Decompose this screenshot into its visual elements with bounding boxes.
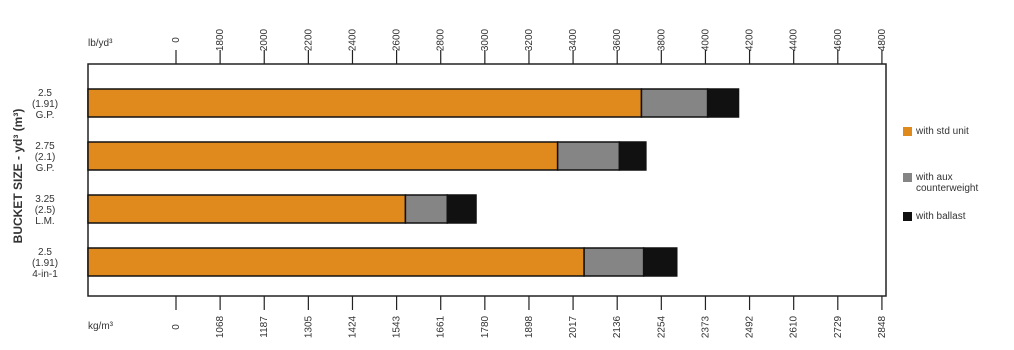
top-axis-unit: lb/yd³ [88, 38, 113, 49]
bottom-tick-label: 2373 [700, 315, 711, 338]
bar-segment-3 [642, 247, 678, 277]
bar-segment-2 [556, 141, 621, 171]
top-tick-label: 4600 [833, 28, 844, 51]
bottom-tick-label: 2017 [568, 315, 579, 338]
y-axis-label: BUCKET SIZE - yd³ (m³) [11, 109, 25, 244]
bar-segment-2 [583, 247, 645, 277]
legend-item: with std unit [903, 126, 969, 137]
top-tick-label: 2400 [347, 28, 358, 51]
bar-segment-1 [87, 247, 585, 277]
top-tick-label: 3600 [612, 28, 623, 51]
top-tick-label: 3800 [656, 28, 667, 51]
bar-segment-3 [706, 88, 740, 118]
top-tick-label: 2200 [303, 28, 314, 51]
bottom-tick-label: 1543 [392, 315, 403, 338]
top-tick-label: 3000 [480, 28, 491, 51]
category-label: 2.75 [35, 141, 55, 152]
bottom-tick-label: 2492 [745, 315, 756, 338]
category-label: (2.5) [35, 205, 56, 216]
category-label: 3.25 [35, 194, 55, 205]
bottom-tick-label: 1187 [259, 316, 270, 338]
category-label: 4-in-1 [32, 269, 58, 280]
bottom-tick-label: 0 [171, 324, 182, 330]
legend-label: with aux counterweight [916, 172, 979, 194]
top-tick-label: 3200 [524, 28, 535, 51]
bar-segment-2 [640, 88, 709, 118]
top-tick-label: 2000 [259, 28, 270, 51]
top-tick-label: 2600 [392, 28, 403, 51]
bar-segment-3 [446, 194, 477, 224]
category-label: 2.5 [38, 247, 52, 258]
bottom-tick-label: 1780 [480, 315, 491, 338]
category-label: (1.91) [32, 99, 58, 110]
bottom-tick-label: 2254 [656, 315, 667, 338]
bottom-tick-label: 1424 [347, 315, 358, 338]
category-label: G.P. [36, 110, 55, 121]
top-tick-label: 2800 [436, 28, 447, 51]
legend-item: with aux counterweight [903, 172, 978, 194]
bar-segment-3 [618, 141, 647, 171]
category-label: L.M. [35, 216, 54, 227]
category-label: (2.1) [35, 152, 56, 163]
bottom-tick-label: 1898 [524, 315, 535, 338]
legend-swatch [903, 212, 912, 221]
top-tick-label: 3400 [568, 28, 579, 51]
category-label: G.P. [36, 163, 55, 174]
bottom-tick-label: 1661 [436, 315, 447, 338]
bar-segment-1 [87, 88, 643, 118]
bottom-axis-unit: kg/m³ [88, 321, 114, 332]
legend-swatch [903, 127, 912, 136]
legend-swatch [903, 173, 912, 182]
bottom-tick-label: 1068 [215, 315, 226, 338]
top-tick-label: 0 [171, 37, 182, 43]
top-tick-label: 4200 [745, 28, 756, 51]
bottom-tick-label: 2136 [612, 315, 623, 338]
category-label: (1.91) [32, 258, 58, 269]
top-tick-label: 4400 [789, 28, 800, 51]
top-tick-label: 4000 [700, 28, 711, 51]
legend-label: with std unit [916, 126, 969, 137]
legend-item: with ballast [903, 211, 965, 222]
bottom-tick-label: 1305 [303, 315, 314, 338]
legend-label: with ballast [916, 211, 966, 222]
category-label: 2.5 [38, 88, 52, 99]
bottom-tick-label: 2610 [789, 315, 800, 338]
top-tick-label: 1800 [215, 28, 226, 51]
plot-frame [87, 63, 887, 297]
bar-segment-2 [404, 194, 449, 224]
bar-segment-1 [87, 194, 407, 224]
bar-segment-1 [87, 141, 559, 171]
bottom-tick-label: 2729 [833, 315, 844, 338]
bottom-tick-label: 2848 [877, 315, 888, 338]
top-tick-label: 4800 [877, 28, 888, 51]
